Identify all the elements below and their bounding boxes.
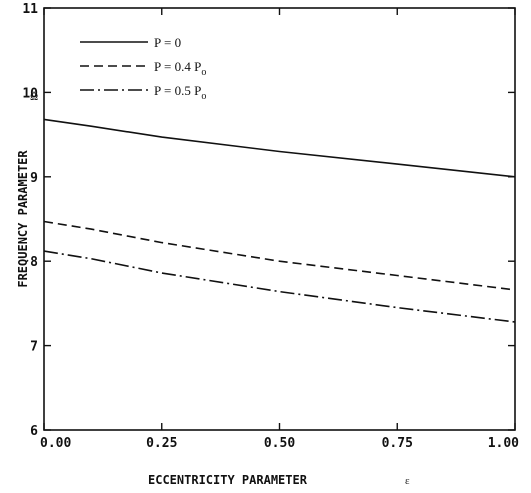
y-tick-label: 6: [30, 424, 38, 439]
series-line-1: [43, 220, 516, 291]
x-axis-title: ECCENTRICITY PARAMETER: [148, 473, 308, 487]
x-tick-label: 0.00: [40, 436, 71, 451]
y-tick-label: 8: [30, 255, 38, 270]
plot-frame: [43, 7, 516, 431]
y-axis-symbol: Ω: [30, 91, 38, 103]
series-line-2: [43, 250, 516, 323]
x-axis: 0.00 0.25 0.50 0.75 1.00: [40, 8, 519, 451]
series-line-0: [43, 118, 516, 178]
y-axis: 6 7 8 9 10 11: [22, 2, 515, 439]
x-axis-symbol: ε: [405, 475, 410, 487]
y-tick-label: 10: [22, 86, 38, 101]
x-tick-label: 0.25: [146, 436, 177, 451]
y-tick-label: 9: [30, 171, 38, 186]
legend-label-p04: P = 0.4 Po: [154, 59, 206, 78]
y-tick-label: 7: [30, 340, 38, 355]
x-tick-label: 1.00: [488, 436, 519, 451]
legend-label-p05: P = 0.5 Po: [154, 83, 206, 102]
x-tick-label: 0.75: [382, 436, 413, 451]
legend: P = 0 P = 0.4 Po P = 0.5 Po: [80, 35, 206, 102]
legend-label-p0: P = 0: [154, 35, 181, 50]
series-lines: [43, 118, 516, 323]
x-tick-label: 0.50: [264, 436, 295, 451]
y-axis-title: FREQUENCY PARAMETER: [16, 150, 30, 288]
y-tick-label: 11: [22, 2, 38, 17]
